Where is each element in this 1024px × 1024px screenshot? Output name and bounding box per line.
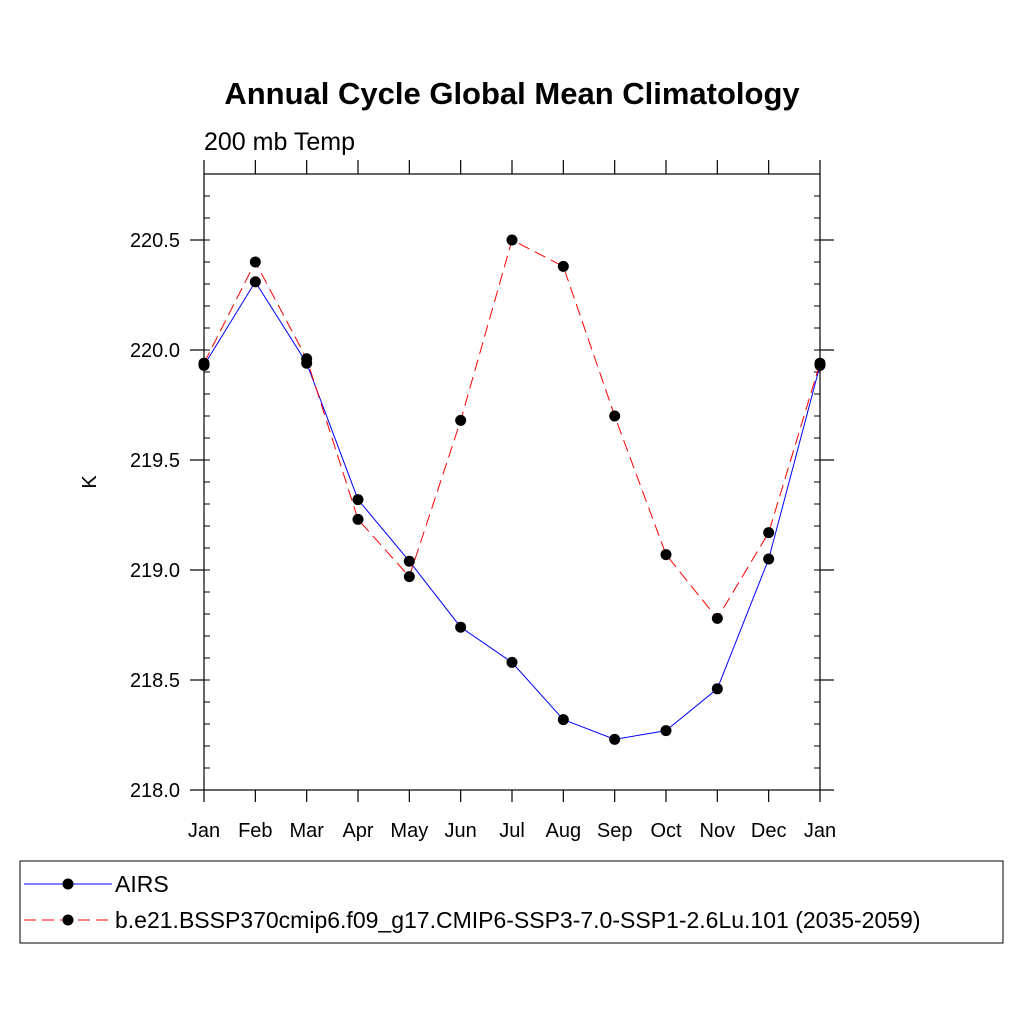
legend-label-model: b.e21.BSSP370cmip6.f09_g17.CMIP6-SSP3-7.… <box>115 907 921 933</box>
y-tick-label: 218.0 <box>130 780 180 802</box>
y-tick-label: 220.5 <box>130 230 180 252</box>
x-tick-label: Feb <box>238 820 272 842</box>
data-point-1 <box>301 353 313 365</box>
x-tick-label: Nov <box>700 820 736 842</box>
x-tick-label: Sep <box>597 820 633 842</box>
data-point-0 <box>711 683 723 695</box>
x-tick-label: Jan <box>188 820 220 842</box>
series-line-1 <box>203 239 821 620</box>
data-point-1 <box>660 549 672 561</box>
y-tick-label: 219.0 <box>130 560 180 582</box>
series-points <box>198 234 826 745</box>
x-tick-label: Jul <box>499 820 525 842</box>
data-point-0 <box>506 656 518 668</box>
data-point-1 <box>249 256 261 268</box>
x-tick-label: Apr <box>342 820 373 842</box>
data-point-1 <box>763 527 775 539</box>
x-tick-label: Jan <box>804 820 836 842</box>
data-point-1 <box>455 414 467 426</box>
data-point-0 <box>660 725 672 737</box>
chart-subtitle: 200 mb Temp <box>204 128 355 156</box>
x-tick-label: Dec <box>751 820 787 842</box>
legend-box <box>19 860 1004 944</box>
y-tick-labels: 218.0 218.5 219.0 219.5 220.0 220.5 <box>130 230 180 802</box>
data-point-1 <box>403 571 415 583</box>
data-point-0 <box>352 494 364 506</box>
x-tick-label: May <box>390 820 428 842</box>
axis-ticks <box>190 160 834 802</box>
data-point-0 <box>609 733 621 745</box>
x-tick-labels: Jan Feb Mar Apr May Jun Jul Aug Sep Oct Nov Dec Jan <box>188 820 836 842</box>
legend-marker-model <box>62 914 74 926</box>
data-point-0 <box>455 621 467 633</box>
data-point-1 <box>506 234 518 246</box>
data-point-1 <box>609 410 621 422</box>
legend-label-airs: AIRS <box>115 871 169 897</box>
y-tick-label: 220.0 <box>130 340 180 362</box>
data-point-1 <box>557 260 569 272</box>
data-point-1 <box>352 513 364 525</box>
x-tick-label: Aug <box>546 820 582 842</box>
data-point-0 <box>249 276 261 288</box>
y-tick-label: 219.5 <box>130 450 180 472</box>
data-point-0 <box>403 555 415 567</box>
y-axis-label: K <box>79 475 101 489</box>
data-point-1 <box>814 357 826 369</box>
chart-title: Annual Cycle Global Mean Climatology <box>224 76 800 111</box>
x-tick-label: Jun <box>445 820 477 842</box>
x-tick-label: Mar <box>289 820 324 842</box>
series-line-0 <box>203 280 821 740</box>
plot-frame <box>203 173 821 791</box>
legend-marker-airs <box>62 878 74 890</box>
legend: AIRS b.e21.BSSP370cmip6.f09_g17.CMIP6-SS… <box>19 860 1004 944</box>
x-tick-label: Oct <box>650 820 682 842</box>
data-point-0 <box>557 714 569 726</box>
y-tick-label: 218.5 <box>130 670 180 692</box>
data-point-1 <box>711 612 723 624</box>
data-point-1 <box>198 357 210 369</box>
data-point-0 <box>763 553 775 565</box>
